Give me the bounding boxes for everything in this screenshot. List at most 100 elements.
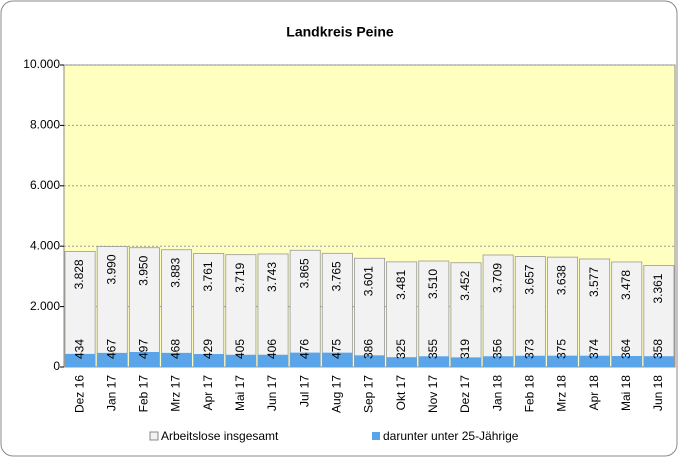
bar — [321, 252, 353, 368]
value-label: 3.865 — [297, 258, 311, 288]
x-tick-label: Mrz 18 — [555, 375, 569, 412]
x-tick-label: Okt 17 — [394, 375, 408, 411]
y-tick-label: 4.000 — [30, 238, 60, 252]
bar — [643, 265, 675, 368]
legend-label: Arbeitslose insgesamt — [161, 429, 279, 443]
value-label: 3.601 — [362, 266, 376, 296]
bar — [97, 352, 128, 367]
value-label: 405 — [233, 339, 247, 359]
value-label: 497 — [137, 339, 151, 359]
bar — [289, 249, 321, 368]
x-tick-label: Mai 17 — [233, 375, 247, 411]
x-tick-label: Jan 18 — [490, 375, 504, 411]
x-tick-label: Aug 17 — [330, 375, 344, 413]
value-label: 356 — [490, 339, 504, 359]
value-label: 3.765 — [330, 261, 344, 291]
bar — [450, 262, 482, 368]
value-label: 373 — [522, 339, 536, 359]
value-label: 429 — [201, 339, 215, 359]
bar — [546, 256, 578, 368]
bar — [257, 253, 289, 368]
legend-swatch — [149, 431, 159, 441]
bar — [515, 355, 546, 367]
legend-swatch — [372, 432, 380, 440]
bar — [483, 356, 514, 367]
x-tick-label: Jun 18 — [651, 375, 665, 411]
x-tick-label: Nov 17 — [426, 375, 440, 413]
bar — [354, 257, 385, 368]
value-label: 355 — [426, 339, 440, 359]
bar — [65, 353, 96, 367]
value-label: 3.638 — [555, 265, 569, 295]
value-label: 386 — [362, 339, 376, 359]
bar — [450, 357, 482, 367]
bar — [386, 261, 418, 368]
bar — [418, 356, 449, 367]
x-tick-label: Jul 17 — [297, 375, 311, 407]
bar — [96, 246, 128, 368]
x-tick-label: Jun 17 — [265, 375, 279, 411]
x-tick-label: Mai 18 — [619, 375, 633, 411]
y-tick-label: 2.000 — [30, 299, 60, 313]
bar — [128, 247, 160, 368]
x-tick-label: Dez 16 — [72, 375, 86, 413]
bar — [611, 261, 643, 368]
bar — [322, 352, 353, 367]
bar — [161, 352, 192, 367]
x-tick-label: Apr 18 — [587, 375, 601, 411]
value-label: 3.883 — [169, 257, 183, 287]
bar — [418, 260, 450, 368]
value-label: 476 — [297, 339, 311, 359]
chart-title: Landkreis Peine — [286, 24, 394, 40]
value-label: 3.478 — [619, 270, 633, 300]
bar — [579, 355, 610, 367]
bar — [290, 352, 321, 367]
x-tick-label: Jan 17 — [104, 375, 118, 411]
value-label: 374 — [587, 339, 601, 359]
value-label: 434 — [72, 339, 86, 359]
value-label: 3.657 — [522, 264, 536, 294]
bar — [386, 357, 417, 367]
value-label: 406 — [265, 339, 279, 359]
value-label: 3.828 — [72, 259, 86, 289]
value-label: 467 — [104, 339, 118, 359]
value-label: 319 — [458, 339, 472, 359]
bar — [354, 355, 385, 367]
y-tick-label: 10.000 — [23, 57, 60, 71]
value-label: 3.577 — [587, 267, 601, 297]
bar — [64, 250, 96, 368]
value-label: 3.719 — [233, 262, 247, 292]
bar — [129, 351, 160, 367]
y-tick-label: 8.000 — [30, 118, 60, 132]
bar — [579, 258, 611, 368]
value-label: 468 — [169, 339, 183, 359]
y-tick-label: 0 — [53, 359, 60, 373]
bar — [193, 354, 224, 367]
value-label: 364 — [619, 339, 633, 359]
bar — [225, 354, 256, 367]
value-label: 3.361 — [651, 273, 665, 303]
bar — [547, 355, 578, 367]
value-label: 475 — [330, 339, 344, 359]
value-label: 358 — [651, 339, 665, 359]
x-tick-label: Feb 18 — [522, 375, 536, 413]
y-tick-label: 6.000 — [30, 178, 60, 192]
value-label: 3.481 — [394, 270, 408, 300]
value-label: 3.761 — [201, 261, 215, 291]
x-tick-label: Dez 17 — [458, 375, 472, 413]
bar — [257, 354, 289, 367]
x-tick-label: Feb 17 — [137, 375, 151, 413]
value-label: 3.743 — [265, 262, 279, 292]
value-label: 375 — [555, 339, 569, 359]
bar — [482, 254, 514, 368]
legend-label: darunter unter 25-Jährige — [383, 429, 519, 443]
value-label: 3.950 — [137, 255, 151, 285]
x-tick-label: Apr 17 — [201, 375, 215, 411]
x-tick-label: Sep 17 — [362, 375, 376, 413]
value-label: 325 — [394, 339, 408, 359]
bar — [611, 356, 642, 367]
x-tick-label: Mrz 17 — [169, 375, 183, 412]
value-label: 3.452 — [458, 270, 472, 300]
value-label: 3.510 — [426, 269, 440, 299]
